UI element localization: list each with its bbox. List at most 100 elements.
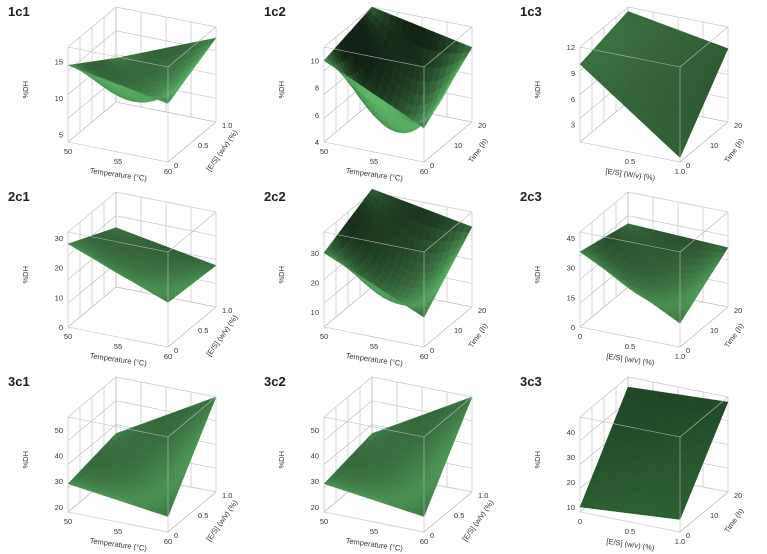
x-tick-label: 55 xyxy=(114,527,122,536)
surface-plot-svg: 20 30 40 50 %DH 50 55 60 Temperature (°C) 0 0.5 1.0… xyxy=(21,376,240,553)
front-edges xyxy=(323,26,473,163)
x-axis-label: Temperature (°C) xyxy=(89,166,148,183)
edge-line xyxy=(679,211,729,253)
y-axis-label: [E/S] (w/v) (%) xyxy=(204,498,239,543)
z-tick-label: 30 xyxy=(311,249,319,258)
y-axis-label: Time (h) xyxy=(466,321,490,349)
front-edges xyxy=(323,211,473,348)
z-tick-label: 0 xyxy=(571,323,575,332)
response-surface xyxy=(67,37,217,104)
surface-patch xyxy=(417,508,428,517)
y-tick-label: 0 xyxy=(686,161,690,170)
edge-line xyxy=(167,211,217,253)
edge-line xyxy=(323,231,425,253)
edge-line xyxy=(167,396,217,438)
x-tick-label: 1.0 xyxy=(675,537,685,546)
edge-line xyxy=(423,121,473,163)
surface-patch xyxy=(673,315,684,324)
z-tick-label: 30 xyxy=(311,477,319,486)
response-surface xyxy=(579,11,729,159)
edge-line xyxy=(423,396,473,438)
y-axis: 0 10 20 Time (h) xyxy=(430,121,490,170)
x-tick-label: 50 xyxy=(64,517,72,526)
edge-line xyxy=(67,231,169,253)
y-tick-label: 0 xyxy=(174,531,178,540)
y-tick-label: 0 xyxy=(174,346,178,355)
x-tick-label: 1.0 xyxy=(675,352,685,361)
response-surface xyxy=(323,396,473,517)
z-tick-label: 45 xyxy=(567,234,575,243)
surface-plot-svg: 0 15 30 45 %DH 0 0.5 1.0 [E/S] (w/v) (%) 0 10 20 Tim… xyxy=(533,191,746,367)
z-axis: 5 10 15 %DH xyxy=(21,58,63,140)
x-tick-label: 60 xyxy=(164,352,172,361)
x-tick-label: 0.5 xyxy=(625,527,635,536)
panel-label: 1c3 xyxy=(520,4,542,19)
y-tick-label: 20 xyxy=(734,306,742,315)
z-axis-label: %DH xyxy=(277,451,286,469)
surface-plot-svg: 0 10 20 30 %DH 50 55 60 Temperature (°C) 0 0.5 1.0[… xyxy=(21,191,240,368)
z-axis: 3 6 9 12 %DH xyxy=(533,43,575,130)
y-tick-label: 0 xyxy=(174,161,178,170)
front-edges xyxy=(579,211,729,348)
edge-line xyxy=(579,231,681,253)
x-tick-label: 50 xyxy=(64,332,72,341)
panel-label: 3c1 xyxy=(8,374,30,389)
z-axis-label: %DH xyxy=(533,266,542,284)
x-tick-label: 50 xyxy=(320,332,328,341)
x-axis-label: [E/S] (W/v) (%) xyxy=(605,167,656,183)
grid-line xyxy=(115,215,217,237)
response-surface xyxy=(323,188,473,318)
x-axis: 50 55 60 Temperature (°C) xyxy=(64,517,172,553)
edge-line xyxy=(679,306,729,348)
x-axis: 50 55 60 Temperature (°C) xyxy=(320,332,428,368)
surface-plot-svg: 20 30 40 50 %DH 50 55 60 Temperature (°C) 0 0.5 1.0… xyxy=(277,376,496,553)
z-tick-label: 20 xyxy=(55,264,63,273)
response-surface xyxy=(579,223,729,324)
y-axis-label: Time (h) xyxy=(466,136,490,164)
x-axis-label: Temperature (°C) xyxy=(345,536,404,553)
y-tick-label: 10 xyxy=(710,141,718,150)
x-tick-label: 0 xyxy=(578,517,582,526)
z-tick-label: 12 xyxy=(567,43,575,52)
y-axis-label: Time (h) xyxy=(722,136,746,164)
x-tick-label: 55 xyxy=(370,527,378,536)
x-tick-label: 60 xyxy=(164,167,172,176)
side-wall xyxy=(579,191,629,328)
y-tick-label: 0.5 xyxy=(198,326,208,335)
surface-patch xyxy=(161,98,172,104)
front-edges xyxy=(579,396,729,533)
x-axis-label: Temperature (°C) xyxy=(345,351,404,368)
panel-3c3: 3c3 10 20 30 40 %DH 0 0.5 1.0 [E/S] (w/v) (%) 0 10 2… xyxy=(512,370,767,554)
z-tick-label: 40 xyxy=(567,428,575,437)
z-tick-label: 4 xyxy=(315,138,319,147)
x-tick-label: 0.5 xyxy=(625,157,635,166)
grid-line xyxy=(323,400,373,441)
z-tick-label: 9 xyxy=(571,69,575,78)
edge-line xyxy=(679,121,729,163)
y-tick-label: 1.0 xyxy=(222,491,232,500)
z-axis: 0 15 30 45 %DH xyxy=(533,234,575,332)
y-tick-label: 20 xyxy=(734,121,742,130)
z-tick-label: 6 xyxy=(315,111,319,120)
z-axis: 20 30 40 50 %DH xyxy=(21,426,63,512)
y-axis-label: [E/S] (w/v) (%) xyxy=(460,498,495,543)
edge-line xyxy=(323,416,425,438)
z-tick-label: 20 xyxy=(311,278,319,287)
grid-line xyxy=(67,400,117,441)
edge-line xyxy=(679,26,729,68)
surface-plot-svg: 4 6 8 10 %DH 50 55 60 Temperature (°C) 0 10 20 Time … xyxy=(277,6,490,183)
x-tick-label: 50 xyxy=(64,147,72,156)
panel-1c3: 1c3 3 6 9 12 %DH 0.5 1.0 [E/S] (W/v) (%) 0 10 20 Tim… xyxy=(512,0,767,184)
x-axis: 50 55 60 Temperature (°C) xyxy=(320,147,428,183)
response-surface xyxy=(67,396,217,517)
y-axis: 0 0.5 1.0[E/S] (w/v) (%) xyxy=(430,491,496,543)
z-axis: 10 20 30 %DH xyxy=(277,249,319,317)
surface-plot-svg: 3 6 9 12 %DH 0.5 1.0 [E/S] (W/v) (%) 0 10 20 Time (… xyxy=(533,6,746,183)
y-axis: 0 0.5 1.0[E/S] (w/v) (%) xyxy=(174,491,240,543)
z-tick-label: 30 xyxy=(567,453,575,462)
y-tick-label: 0 xyxy=(430,161,434,170)
floor-plane xyxy=(67,101,217,163)
z-tick-label: 40 xyxy=(55,452,63,461)
z-tick-label: 30 xyxy=(55,234,63,243)
